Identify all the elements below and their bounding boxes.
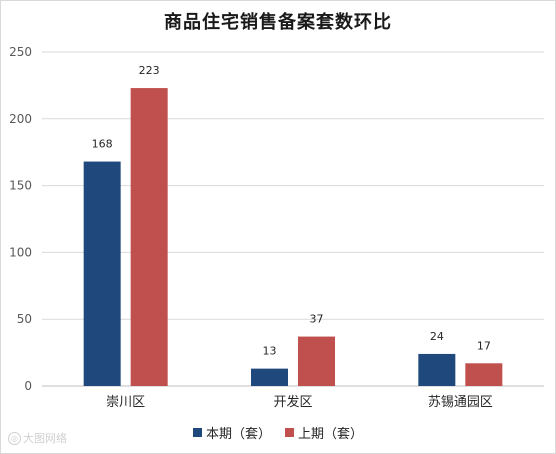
bar	[251, 368, 288, 386]
y-tick-label: 150	[9, 179, 32, 193]
data-label: 17	[477, 339, 491, 352]
chart-title: 商品住宅销售备案套数环比	[164, 12, 392, 33]
y-tick-label: 100	[9, 245, 32, 259]
chart-legend: 本期（套） 上期（套）	[0, 423, 556, 442]
legend-item-current: 本期（套）	[192, 423, 271, 442]
watermark-logo-icon: ◎	[8, 431, 21, 445]
data-label: 24	[430, 330, 444, 343]
data-label: 223	[139, 64, 160, 77]
bar	[83, 161, 121, 386]
x-tick-label: 开发区	[273, 394, 312, 410]
x-tick-label: 苏锡通园区	[428, 394, 493, 410]
legend-label-current: 本期（套）	[205, 427, 271, 442]
data-label: 37	[310, 313, 324, 326]
data-label: 168	[92, 138, 113, 151]
watermark-text: 大图网络	[23, 432, 67, 445]
y-tick-label: 0	[24, 379, 32, 393]
bar	[130, 88, 168, 387]
bar	[418, 353, 456, 386]
legend-label-previous: 上期（套）	[298, 427, 364, 442]
legend-swatch-previous	[285, 428, 294, 437]
y-tick-label: 250	[9, 45, 32, 59]
x-tick-label: 崇川区	[106, 395, 145, 410]
legend-item-previous: 上期（套）	[285, 423, 363, 442]
data-label: 13	[263, 345, 277, 358]
y-tick-label: 200	[9, 112, 32, 126]
bar	[465, 363, 503, 386]
watermark: ◎ 大图网络	[8, 430, 67, 446]
y-tick-label: 50	[17, 312, 32, 326]
legend-swatch-current	[192, 428, 202, 437]
bar	[298, 336, 335, 386]
